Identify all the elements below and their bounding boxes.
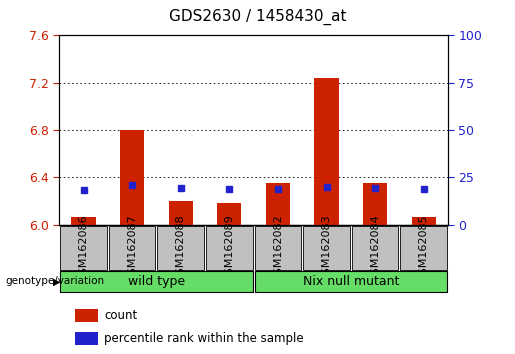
Text: count: count xyxy=(104,309,137,322)
FancyBboxPatch shape xyxy=(158,226,204,270)
Bar xyxy=(266,183,290,225)
Bar xyxy=(75,332,98,345)
Bar xyxy=(120,130,144,225)
Text: Nix null mutant: Nix null mutant xyxy=(303,275,399,288)
Text: GSM162088: GSM162088 xyxy=(176,214,186,282)
FancyBboxPatch shape xyxy=(60,226,107,270)
FancyBboxPatch shape xyxy=(401,226,447,270)
FancyBboxPatch shape xyxy=(109,226,156,270)
Bar xyxy=(75,309,98,322)
FancyBboxPatch shape xyxy=(303,226,350,270)
FancyBboxPatch shape xyxy=(206,226,253,270)
Text: GSM162085: GSM162085 xyxy=(419,214,429,282)
Text: GSM162082: GSM162082 xyxy=(273,214,283,282)
FancyBboxPatch shape xyxy=(254,226,301,270)
Text: percentile rank within the sample: percentile rank within the sample xyxy=(104,332,303,345)
FancyBboxPatch shape xyxy=(60,271,253,292)
Bar xyxy=(168,201,193,225)
Bar xyxy=(314,78,339,225)
Bar xyxy=(72,217,96,225)
Bar xyxy=(411,217,436,225)
FancyBboxPatch shape xyxy=(254,271,447,292)
Text: wild type: wild type xyxy=(128,275,185,288)
Text: GSM162086: GSM162086 xyxy=(78,214,89,282)
Bar xyxy=(363,183,387,225)
Text: GSM162084: GSM162084 xyxy=(370,214,380,282)
Text: genotype/variation: genotype/variation xyxy=(5,276,104,286)
Text: GSM162089: GSM162089 xyxy=(225,214,234,282)
Text: GSM162087: GSM162087 xyxy=(127,214,137,282)
Text: ▶: ▶ xyxy=(53,276,61,286)
Text: GDS2630 / 1458430_at: GDS2630 / 1458430_at xyxy=(169,9,346,25)
Bar xyxy=(217,204,242,225)
FancyBboxPatch shape xyxy=(352,226,399,270)
Text: GSM162083: GSM162083 xyxy=(321,214,332,282)
